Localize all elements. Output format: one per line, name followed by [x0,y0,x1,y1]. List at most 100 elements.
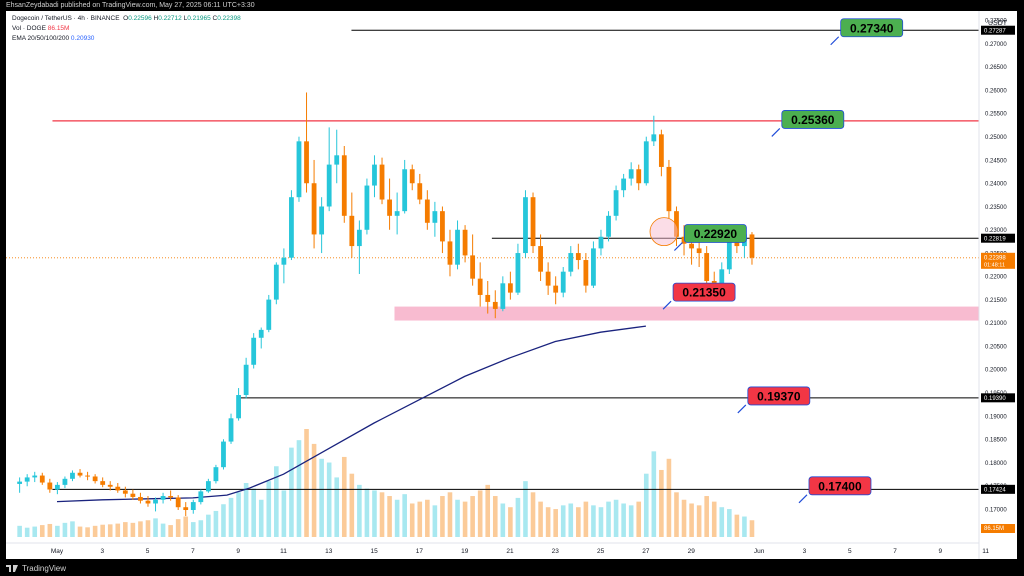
callout-pointer [673,242,683,251]
candle [560,271,566,293]
callout-pointer [830,36,840,46]
x-tick-label: 5 [146,548,150,555]
chart-svg[interactable]: 0.27340 0.25360 0.22920 0.21350 0.19370 0.174… [6,11,1017,559]
volume-bar [115,523,121,537]
candle [689,243,694,249]
annotation-callout: 0.19370 [737,386,811,414]
x-tick-label: 5 [848,548,852,555]
candle [726,239,732,270]
volume-bar [138,521,143,537]
volume-bar [145,520,151,537]
x-tick-label: May [51,548,64,555]
candle [440,211,445,242]
volume-bar [530,492,536,537]
level-lines-layer [6,29,979,490]
price-chart[interactable]: Dogecoin / TetherUS · 4h · BINANCE O0.22… [6,11,1017,559]
candle [334,155,340,165]
volume-bar [666,458,672,537]
candle [719,269,725,288]
candle [213,467,219,482]
legend-volume-label: Vol · DOGE [12,25,46,32]
volume-bar [183,516,189,537]
annotation-callout: 0.21350 [662,282,736,310]
candle [160,496,166,500]
support-zone [394,306,979,321]
x-tick-label: 15 [370,548,378,555]
axis-currency-label: USDT [988,20,1008,27]
candle [417,183,423,200]
volume-bar [636,501,642,537]
candle [341,155,347,216]
candle [39,475,45,483]
volume-bar [704,496,709,537]
volume-bar [304,429,309,537]
volume-bar [508,507,513,537]
volume-bar [62,522,68,537]
legend-volume-row[interactable]: Vol · DOGE 86.15M [12,25,69,32]
volume-bar [681,499,687,537]
annotation-callout: 0.22920 [673,224,747,251]
candle [553,285,559,293]
support-zone-layer [394,306,979,321]
volume-bar [553,509,558,537]
volume-bar [583,501,589,537]
legend-high-label: H [153,15,159,22]
axis-level-tag [981,484,1015,494]
volume-bar [674,492,679,537]
candle [130,493,136,497]
current-price-label: 0.22398 [984,256,1006,262]
candle [289,197,294,258]
legend-close: 0.22398 [217,15,241,22]
candle [704,253,710,281]
volume-bar [39,525,45,537]
legend-low: 0.21965 [187,15,211,22]
candle [198,491,204,503]
volume-bar [55,525,60,537]
candle [643,141,649,184]
callout-pointer [662,300,672,310]
volume-bar [168,525,173,537]
volume-bar [251,488,256,537]
callout-label: 0.22920 [694,227,738,241]
publisher-line: EhsanZeydabadi published on TradingView.… [6,2,255,9]
volume-bar [689,503,694,537]
legend-symbol[interactable]: Dogecoin / TetherUS · 4h · BINANCE [12,15,120,22]
candle [356,229,362,247]
candle [273,264,279,300]
volume-bar [440,496,445,537]
candle [591,248,596,286]
callout-label: 0.17400 [818,479,862,493]
volume-bar [734,514,740,537]
candle [455,229,460,265]
candle [115,486,121,491]
volume-bar [719,507,725,537]
volume-bar [711,501,717,537]
annotations-layer: 0.27340 0.25360 0.22920 0.21350 0.19370 0.174… [649,18,904,504]
volume-bar [92,525,98,537]
candle [251,337,257,365]
candle [349,215,355,247]
volume-bar [243,483,249,537]
volume-bar [32,526,38,537]
volume-bar [394,499,400,537]
y-tick-label: 0.22000 [985,275,1007,281]
candle [175,497,181,508]
volume-tag-label: 86.15M [984,526,1004,532]
candle [92,476,98,482]
candle [530,197,536,247]
legend-open: 0.22596 [128,15,152,22]
volume-bar [198,520,204,537]
volume-bar [568,503,574,537]
volume-bar [77,526,83,537]
y-tick-label: 0.24500 [985,158,1007,164]
candle [372,164,377,186]
volume-bar [281,490,287,537]
annotation-callout: 0.25360 [771,110,845,137]
candle [500,283,506,309]
volume-bar [500,503,506,537]
volume-bar [613,499,619,537]
candle [77,472,83,476]
callout-box [672,282,736,302]
legend-ema-row[interactable]: EMA 20/50/100/200 0.20930 [12,35,94,42]
